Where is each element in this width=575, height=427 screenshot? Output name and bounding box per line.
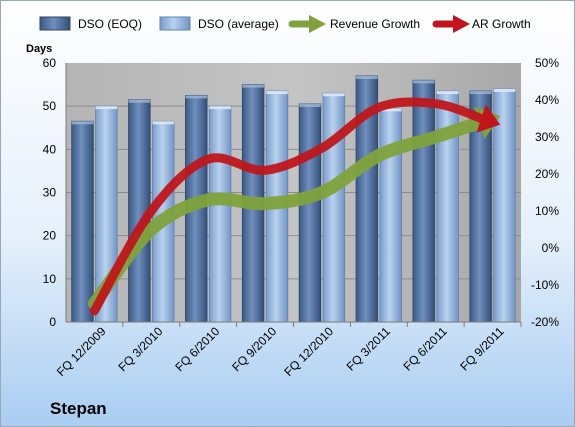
bar-dso-average	[379, 107, 402, 323]
bar-top-dso-average	[266, 91, 288, 95]
legend-arrow-revenue-growth	[288, 15, 326, 33]
legend: DSO (EOQ) DSO (average) Revenue Growth A…	[39, 15, 531, 33]
growth-lines	[87, 97, 501, 316]
bar-top-dso-average	[493, 88, 516, 92]
bar-top-dso-average	[436, 91, 459, 95]
legend-swatch-dso-eoq	[39, 16, 71, 31]
legend-label-dso-eoq: DSO (EOQ)	[78, 17, 142, 31]
y2-tick-label: 20%	[535, 167, 559, 181]
bar-dso-average	[208, 105, 232, 323]
bar-dso-eoq	[412, 79, 435, 323]
y2-tick-label: 30%	[535, 130, 559, 144]
bar-dso-eoq	[71, 120, 94, 323]
y-tick-label: 50	[43, 99, 57, 113]
revenue-growth-line	[87, 115, 488, 310]
bar-top-dso-eoq	[242, 84, 264, 88]
bar-top-dso-average	[323, 93, 345, 97]
y-axis-title: Days	[26, 43, 52, 55]
bar-top-dso-eoq	[128, 99, 151, 103]
bar-top-dso-eoq	[469, 91, 492, 95]
y-tick-label: 30	[43, 186, 57, 200]
company-name: Stepan	[50, 399, 107, 418]
bar-top-dso-eoq	[299, 104, 321, 108]
y2-tick-label: 0%	[542, 241, 560, 255]
bar-top-dso-average	[95, 106, 118, 110]
ar-growth-line	[89, 97, 488, 316]
y-tick-label: 40	[43, 142, 57, 156]
bar-top-dso-average	[379, 108, 402, 112]
y2-tick-label: -10%	[531, 278, 559, 292]
ar-growth-arrowhead	[476, 104, 501, 133]
legend-swatch-dso-average	[159, 16, 191, 31]
bar-top-dso-average	[209, 106, 231, 110]
y-tick-label: 0	[49, 315, 56, 329]
bars	[71, 75, 516, 323]
bar-top-dso-eoq	[356, 75, 378, 79]
y2-tick-label: 10%	[535, 204, 559, 218]
bar-top-dso-eoq	[412, 80, 435, 84]
bar-dso-eoq	[298, 103, 322, 323]
y-tick-label: 60	[43, 56, 57, 70]
bar-top-dso-average	[152, 121, 175, 125]
y-tick-label: 20	[43, 229, 57, 243]
y2-tick-label: 40%	[535, 93, 559, 107]
legend-label-ar-growth: AR Growth	[472, 17, 531, 31]
legend-arrow-ar-growth	[432, 15, 470, 33]
bar-dso-average	[322, 92, 346, 323]
y-tick-label: 10	[43, 272, 57, 286]
y2-tick-label: -20%	[531, 315, 559, 329]
y2-tick-label: 50%	[535, 56, 559, 70]
bar-top-dso-eoq	[71, 121, 94, 125]
legend-label-revenue-growth: Revenue Growth	[330, 17, 420, 31]
legend-label-dso-average: DSO (average)	[198, 17, 279, 31]
bar-top-dso-eoq	[185, 95, 208, 99]
